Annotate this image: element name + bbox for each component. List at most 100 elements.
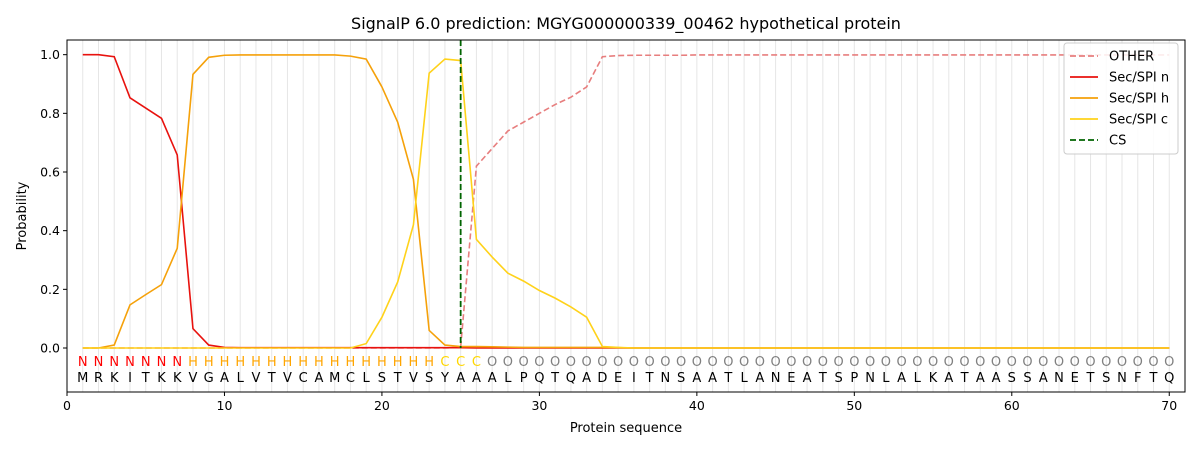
residue-letter: E <box>1071 371 1079 386</box>
legend-label-sec-spi-n: Sec/SPI n <box>1109 71 1169 86</box>
residue-letter: N <box>1054 371 1064 386</box>
legend-label-sec-spi-c: Sec/SPI c <box>1109 113 1168 128</box>
region-label: O <box>896 355 906 370</box>
residue-letter: T <box>550 371 559 386</box>
residue-letter: A <box>220 371 229 386</box>
x-tick-label: 30 <box>531 398 547 413</box>
residue-letter: S <box>425 371 433 386</box>
region-label: H <box>188 355 198 370</box>
region-label: O <box>660 355 670 370</box>
region-label: N <box>172 355 182 370</box>
region-label: O <box>786 355 796 370</box>
region-label: C <box>456 355 465 370</box>
region-label: H <box>235 355 245 370</box>
region-label: O <box>676 355 686 370</box>
region-label: O <box>1054 355 1064 370</box>
residue-letter: T <box>1149 371 1158 386</box>
residue-letter: A <box>456 371 465 386</box>
region-label: C <box>472 355 481 370</box>
region-label: O <box>723 355 733 370</box>
residue-letter: A <box>582 371 591 386</box>
residue-letter: L <box>882 371 890 386</box>
residue-letter: A <box>708 371 717 386</box>
region-label: H <box>220 355 230 370</box>
y-axis-ticks: 0.0 0.2 0.4 0.6 0.8 1.0 <box>40 47 67 356</box>
residue-letter: K <box>173 371 182 386</box>
region-label: H <box>283 355 293 370</box>
residue-letter: I <box>128 371 132 386</box>
region-label: H <box>314 355 324 370</box>
residue-letter: A <box>803 371 812 386</box>
residue-letter: T <box>818 371 827 386</box>
residue-letter: T <box>723 371 732 386</box>
region-label: H <box>409 355 419 370</box>
residue-letter: S <box>677 371 685 386</box>
region-label: O <box>582 355 592 370</box>
region-label: O <box>645 355 655 370</box>
region-label: O <box>739 355 749 370</box>
series-line-sec-spi-c <box>82 58 1170 349</box>
region-label: O <box>865 355 875 370</box>
region-label: O <box>707 355 717 370</box>
residue-letter: A <box>755 371 764 386</box>
residue-letter: N <box>865 371 875 386</box>
x-axis-ticks: 0 10 20 30 40 50 60 70 <box>63 392 1177 413</box>
residue-letter: A <box>897 371 906 386</box>
residue-letter: K <box>157 371 166 386</box>
residue-letter: T <box>393 371 402 386</box>
x-tick-label: 20 <box>374 398 390 413</box>
legend: OTHER Sec/SPI n Sec/SPI h Sec/SPI c CS <box>1063 42 1179 155</box>
region-label: O <box>912 355 922 370</box>
residue-letter: V <box>189 371 198 386</box>
residue-letter: L <box>914 371 922 386</box>
residue-letter: R <box>94 371 103 386</box>
y-tick-label: 1.0 <box>40 47 60 62</box>
region-label: H <box>393 355 403 370</box>
region-label: O <box>629 355 639 370</box>
region-label: O <box>1133 355 1143 370</box>
region-label: O <box>770 355 780 370</box>
residue-letter: L <box>504 371 512 386</box>
residue-letter: A <box>488 371 497 386</box>
residue-letter: Q <box>566 371 576 386</box>
residue-letter: V <box>283 371 292 386</box>
residue-letter: G <box>204 371 214 386</box>
region-label: N <box>157 355 167 370</box>
region-label: O <box>566 355 576 370</box>
region-label: C <box>440 355 449 370</box>
chart-title: SignalP 6.0 prediction: MGYG000000339_00… <box>351 14 901 34</box>
region-label: H <box>346 355 356 370</box>
region-label: N <box>109 355 119 370</box>
region-label: H <box>361 355 371 370</box>
y-tick-label: 0.2 <box>40 282 60 297</box>
residue-letter: D <box>597 371 607 386</box>
y-tick-label: 0.0 <box>40 341 60 356</box>
legend-label-cs: CS <box>1109 134 1126 149</box>
residue-letter: E <box>614 371 622 386</box>
region-label: O <box>503 355 513 370</box>
series-line-other <box>82 54 1170 349</box>
y-tick-label: 0.6 <box>40 165 60 180</box>
residue-letter: A <box>314 371 323 386</box>
region-label: O <box>1038 355 1048 370</box>
residue-letter: E <box>787 371 795 386</box>
region-label: O <box>1117 355 1127 370</box>
sequence-layer: NMNRNKNINTNKNKHVHGHAHLHVHTHVHCHAHMHCHLHS… <box>77 355 1174 386</box>
residue-letter: T <box>1086 371 1095 386</box>
region-label: H <box>298 355 308 370</box>
residue-letter: A <box>976 371 985 386</box>
x-tick-label: 0 <box>63 398 71 413</box>
residue-letter: C <box>346 371 355 386</box>
region-label: N <box>125 355 135 370</box>
residue-letter: C <box>299 371 308 386</box>
residue-letter: T <box>141 371 150 386</box>
region-label: O <box>1070 355 1080 370</box>
y-tick-label: 0.4 <box>40 223 60 238</box>
region-label: O <box>833 355 843 370</box>
residue-letter: Q <box>534 371 544 386</box>
residue-letter: T <box>960 371 969 386</box>
region-label: O <box>881 355 891 370</box>
region-label: O <box>613 355 623 370</box>
